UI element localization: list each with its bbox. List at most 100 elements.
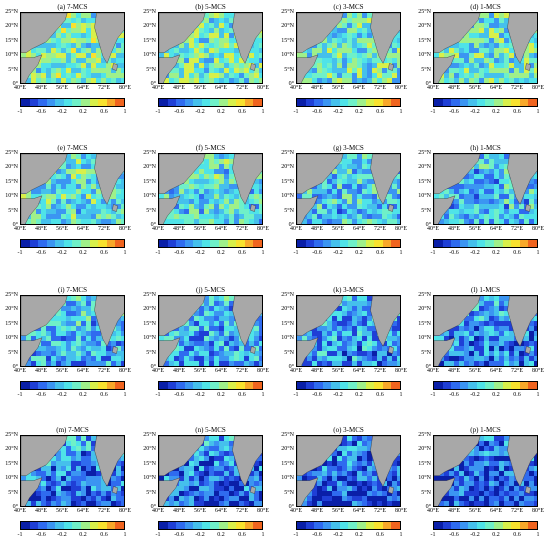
- lon-label: 64°E: [489, 226, 503, 232]
- field-cell: [342, 214, 347, 219]
- field-cell: [449, 356, 454, 361]
- field-cell: [357, 73, 362, 78]
- field-cell: [111, 209, 116, 214]
- colorbar-swatch: [253, 522, 262, 529]
- field-cell: [327, 204, 332, 209]
- field-cell: [342, 43, 347, 48]
- field-cell: [214, 481, 219, 486]
- field-cell: [81, 53, 86, 58]
- lon-label: 64°E: [76, 226, 90, 232]
- field-cell: [297, 224, 302, 225]
- field-cell: [229, 331, 234, 336]
- field-cell: [229, 43, 234, 48]
- field-cell: [509, 194, 514, 199]
- field-cell: [244, 361, 249, 366]
- field-cell: [121, 461, 124, 466]
- lon-label: 40°E: [151, 85, 165, 91]
- field-cell: [41, 481, 46, 486]
- field-cell: [184, 204, 189, 209]
- field-cell: [61, 194, 66, 199]
- field-cell: [229, 446, 234, 451]
- colorbar-swatch: [236, 240, 245, 247]
- colorbar-tick: 0.6: [238, 392, 246, 398]
- field-cell: [234, 341, 239, 346]
- field-cell: [347, 73, 352, 78]
- field-cell: [372, 204, 377, 209]
- field-cell: [249, 83, 254, 84]
- field-cell: [91, 204, 96, 209]
- field-cell: [454, 366, 459, 367]
- field-cell: [214, 346, 219, 351]
- field-cell: [111, 471, 116, 476]
- colorbar-swatch: [106, 382, 116, 389]
- field-cell: [327, 179, 332, 184]
- field-cell: [214, 174, 219, 179]
- field-cell: [194, 199, 199, 204]
- field-cell: [111, 481, 116, 486]
- field-cell: [76, 306, 81, 311]
- field-cell: [352, 33, 357, 38]
- field-cell: [244, 501, 249, 506]
- field-cell: [199, 306, 204, 311]
- field-cell: [209, 491, 214, 496]
- field-cell: [111, 341, 116, 346]
- field-cell: [454, 341, 459, 346]
- field-cell: [86, 159, 91, 164]
- field-cell: [189, 58, 194, 63]
- field-cell: [514, 199, 519, 204]
- field-cell: [387, 219, 392, 224]
- field-cell: [357, 83, 362, 84]
- land-africa: [434, 54, 456, 83]
- field-cell: [41, 224, 46, 225]
- field-cell: [51, 43, 56, 48]
- field-cell: [91, 336, 96, 341]
- field-cell: [327, 331, 332, 336]
- field-cell: [382, 204, 387, 209]
- field-cell: [81, 486, 86, 491]
- field-cell: [61, 48, 66, 53]
- field-cell: [352, 18, 357, 23]
- colorbar: [296, 381, 401, 390]
- lon-label: 40°E: [151, 368, 165, 374]
- field-cell: [51, 194, 56, 199]
- lat-label: 20°N: [281, 164, 294, 171]
- field-cell: [312, 73, 317, 78]
- colorbar-swatch: [227, 99, 237, 106]
- field-cell: [179, 361, 184, 366]
- field-cell: [529, 351, 534, 356]
- colorbar-swatch: [193, 99, 202, 106]
- field-cell: [459, 326, 464, 331]
- field-cell: [111, 83, 116, 84]
- field-cell: [362, 199, 367, 204]
- field-cell: [229, 466, 234, 471]
- field-cell: [199, 23, 204, 28]
- field-cell: [71, 326, 76, 331]
- field-cell: [474, 366, 479, 367]
- field-cell: [504, 331, 509, 336]
- field-cell: [254, 351, 259, 356]
- field-cell: [219, 209, 224, 214]
- field-cell: [347, 169, 352, 174]
- colorbar-swatch: [21, 99, 30, 106]
- field-cell: [36, 351, 41, 356]
- field-cell: [86, 486, 91, 491]
- field-cell: [194, 331, 199, 336]
- field-cell: [229, 164, 234, 169]
- field-cell: [26, 83, 31, 84]
- field-cell: [66, 154, 71, 159]
- field-cell: [81, 214, 86, 219]
- field-cell: [392, 68, 397, 73]
- field-cell: [31, 214, 36, 219]
- field-cell: [91, 501, 96, 506]
- field-cell: [61, 174, 66, 179]
- colorbar-tick: -0.6: [312, 392, 322, 398]
- field-cell: [499, 73, 504, 78]
- colorbar-tick: -0.6: [36, 109, 46, 115]
- field-cell: [332, 189, 337, 194]
- field-cell: [101, 63, 106, 68]
- field-cell: [219, 491, 224, 496]
- field-cell: [499, 204, 504, 209]
- field-cell: [66, 301, 71, 306]
- colorbar-tick: -0.2: [195, 532, 205, 538]
- field-cell: [76, 43, 81, 48]
